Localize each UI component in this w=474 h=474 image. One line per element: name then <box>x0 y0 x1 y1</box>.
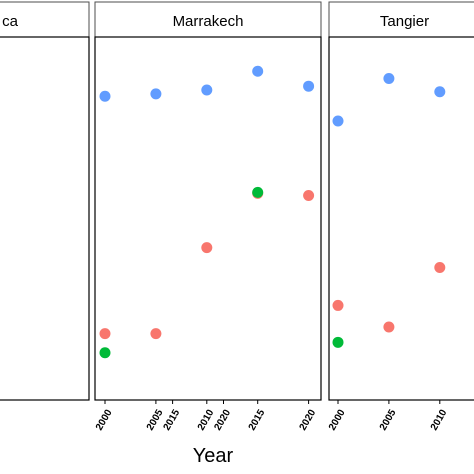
data-point <box>99 328 111 340</box>
x-tick-label: 2000 <box>94 407 115 432</box>
data-point <box>201 242 213 254</box>
data-point <box>434 262 446 273</box>
data-point <box>150 328 162 340</box>
data-point <box>332 336 344 348</box>
panel-border <box>328 36 474 401</box>
x-tick-label: 2015 <box>162 407 183 432</box>
panel-border <box>0 36 90 401</box>
x-axis-title: Year <box>193 445 234 467</box>
data-point <box>332 115 344 127</box>
x-tick-label: 2015 <box>247 407 268 432</box>
x-tick-label: 2010 <box>429 407 450 432</box>
data-point <box>332 299 344 311</box>
facet-strip <box>94 1 322 38</box>
facet-strip <box>0 1 90 38</box>
data-point <box>303 189 315 201</box>
facet-title: Tangier <box>380 13 429 30</box>
x-tick-label: 2005 <box>378 407 399 432</box>
panel-border <box>94 36 322 401</box>
data-point <box>252 186 264 198</box>
data-point <box>383 73 395 85</box>
data-point <box>252 65 264 77</box>
facet-panel: Tangier 2000 2005 2010 <box>327 1 474 433</box>
facet-title: Marrakech <box>173 13 244 30</box>
data-point <box>201 84 213 96</box>
data-point <box>99 347 111 359</box>
x-tick-label: 2020 <box>212 407 233 432</box>
data-point <box>99 90 111 102</box>
data-point <box>383 321 395 333</box>
facet-title: ca <box>2 13 19 30</box>
data-point <box>150 88 162 100</box>
data-point <box>434 86 446 98</box>
data-point <box>303 80 315 92</box>
x-tick-label: 2020 <box>298 407 319 432</box>
x-tick-label: 2000 <box>327 407 348 432</box>
